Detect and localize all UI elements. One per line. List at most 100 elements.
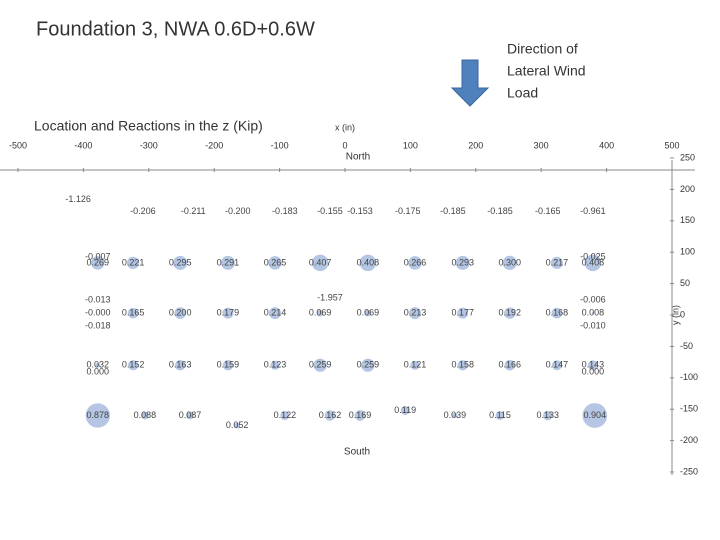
data-label: -1.126 — [65, 194, 91, 204]
data-label: 0.169 — [349, 410, 372, 420]
bubble — [457, 307, 469, 319]
bubble — [400, 405, 410, 415]
data-label: 0.217 — [546, 257, 569, 267]
data-label: 0.266 — [404, 257, 427, 267]
x-tick-label: -200 — [205, 140, 223, 150]
data-label: -0.206 — [130, 206, 156, 216]
data-label: 0.213 — [404, 307, 427, 317]
bubble — [269, 307, 282, 320]
data-label: -0.010 — [580, 321, 606, 331]
wind-note: Lateral Wind — [507, 63, 586, 79]
data-label: 0.904 — [584, 410, 607, 420]
bubble — [268, 256, 282, 270]
data-label: 0.158 — [451, 360, 474, 370]
data-label: 0.000 — [582, 367, 605, 377]
data-label: 0.165 — [122, 307, 145, 317]
data-label: -0.175 — [395, 206, 421, 216]
x-tick-label: -100 — [271, 140, 289, 150]
data-label: 0.088 — [134, 410, 157, 420]
data-label: 0.300 — [499, 257, 522, 267]
bubble — [550, 256, 563, 269]
bubble — [174, 359, 186, 371]
data-label: -0.025 — [580, 252, 606, 262]
x-tick-label: 200 — [468, 140, 483, 150]
data-label: -0.007 — [85, 252, 111, 262]
bubble — [222, 360, 234, 371]
bubble — [126, 256, 140, 269]
bubble — [495, 411, 505, 420]
y-tick-label: 250 — [680, 152, 695, 162]
data-label: 0.052 — [226, 420, 249, 430]
data-label: 0.123 — [264, 360, 287, 370]
bubble — [504, 307, 516, 319]
data-label: 0.119 — [394, 405, 416, 415]
data-label: 0.168 — [546, 307, 569, 317]
y-tick-label: -100 — [680, 372, 698, 382]
data-label: 0.133 — [536, 410, 559, 420]
data-label: 0.259 — [309, 360, 332, 370]
bubble — [324, 410, 336, 421]
bubble — [311, 254, 329, 272]
data-label: 0.121 — [404, 360, 427, 370]
chart-subtitle: Location and Reactions in the z (Kip) — [34, 118, 263, 134]
y-tick-label: 0 — [680, 309, 685, 319]
x-tick-label: 300 — [534, 140, 549, 150]
data-label: -0.153 — [347, 206, 373, 216]
bubble — [452, 412, 458, 419]
data-label: -0.013 — [85, 294, 111, 304]
bubble — [174, 307, 187, 319]
bubble — [504, 359, 516, 371]
data-label: 0.293 — [451, 257, 474, 267]
data-label: -0.185 — [440, 206, 466, 216]
data-label: -0.211 — [181, 206, 206, 216]
bubble — [91, 256, 105, 270]
bubble — [354, 410, 366, 421]
data-label: 0.115 — [489, 410, 511, 420]
data-label: -0.183 — [272, 206, 298, 216]
bubble — [313, 358, 327, 372]
data-label: 0.192 — [499, 307, 522, 317]
x-tick-label: 500 — [664, 140, 679, 150]
x-tick-label: 100 — [403, 140, 418, 150]
bubble — [410, 360, 420, 370]
y-tick-label: 100 — [680, 247, 695, 257]
data-label: -0.018 — [85, 321, 111, 331]
y-tick-label: 200 — [680, 184, 695, 194]
bubble — [128, 360, 139, 371]
data-label: 0.177 — [451, 307, 474, 317]
bubble — [316, 309, 324, 317]
data-label: 0.214 — [264, 307, 287, 317]
y-tick-label: -150 — [680, 404, 698, 414]
data-label: 0.221 — [122, 257, 145, 267]
x-tick-label: -300 — [140, 140, 158, 150]
data-label: 0.166 — [499, 360, 522, 370]
data-label: 0.152 — [122, 360, 145, 370]
data-label: -0.185 — [487, 206, 513, 216]
data-label: 0.069 — [357, 307, 380, 317]
wind-note: Direction of — [507, 41, 578, 57]
data-label: 0.407 — [309, 257, 332, 267]
wind-note: Load — [507, 85, 538, 101]
x-axis-label: x (in) — [335, 122, 355, 132]
data-label: -0.200 — [225, 206, 251, 216]
data-label: -0.165 — [535, 206, 561, 216]
bubble — [457, 360, 468, 371]
y-tick-label: 50 — [680, 278, 690, 288]
data-label: -0.006 — [580, 294, 606, 304]
bubble — [220, 255, 235, 270]
bubble — [455, 255, 470, 270]
y-tick-label: -200 — [680, 435, 698, 445]
bubble — [95, 362, 101, 368]
wind-arrow — [450, 59, 490, 107]
x-tick-label: -400 — [74, 140, 92, 150]
bubble — [173, 255, 188, 270]
data-label: 0.122 — [274, 410, 297, 420]
bubble — [542, 410, 553, 421]
bubble — [408, 256, 422, 270]
bubble — [85, 403, 110, 428]
south-label: South — [344, 447, 370, 458]
bubble — [359, 254, 377, 272]
chart-title: Foundation 3, NWA 0.6D+0.6W — [36, 18, 315, 40]
data-label: 0.179 — [217, 307, 240, 317]
